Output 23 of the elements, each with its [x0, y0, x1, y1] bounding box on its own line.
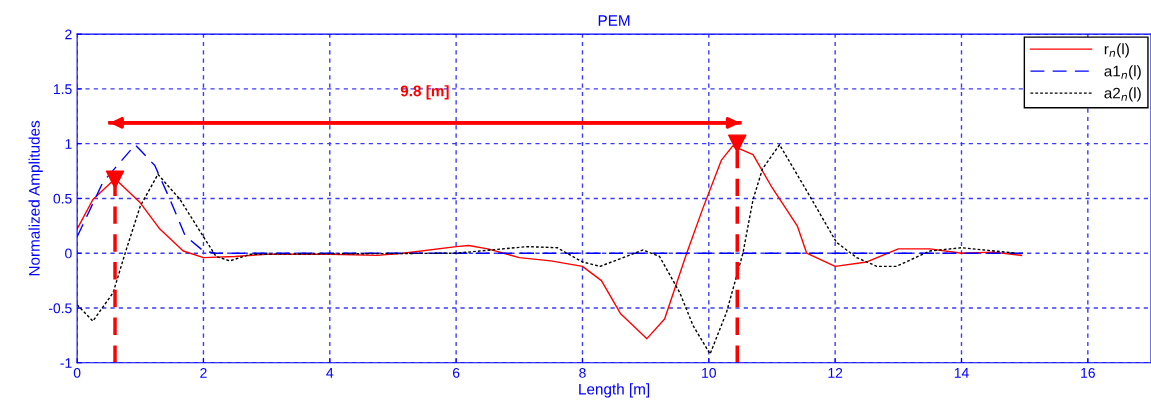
x-tick-label: 0 [73, 367, 81, 378]
x-tick-label: 12 [828, 367, 843, 378]
y-tick-label: 0.5 [53, 193, 72, 204]
x-tick-label: 14 [954, 368, 969, 378]
legend-label: a2$_{n}$(l) [1104, 87, 1141, 102]
x-tick-label: 8 [579, 367, 586, 378]
y-tick-label: 1.5 [54, 84, 72, 95]
x-tick-label: 16 [1081, 367, 1095, 378]
y-tick-label: -1 [60, 358, 72, 368]
y-axis-title: Normalized Amplitudes [28, 120, 43, 276]
chart-title: PEM [598, 15, 630, 26]
annotation: 9.8 [m] [400, 85, 449, 100]
legend-label: a1$_{n}$(l) [1104, 65, 1141, 80]
x-tick-label: 4 [326, 368, 334, 378]
y-tick-label: 0 [65, 248, 72, 259]
y-tick-label: 2 [65, 29, 72, 40]
x-tick-label: 6 [452, 367, 460, 378]
legend-label: r$_{n}$(l) [1104, 43, 1129, 58]
y-tick-label: -0.5 [48, 303, 72, 314]
x-tick-label: 10 [702, 367, 716, 378]
x-tick-label: 2 [200, 367, 207, 378]
y-tick-label: 1 [65, 139, 72, 149]
x-axis-title: Length [m] [579, 383, 650, 398]
